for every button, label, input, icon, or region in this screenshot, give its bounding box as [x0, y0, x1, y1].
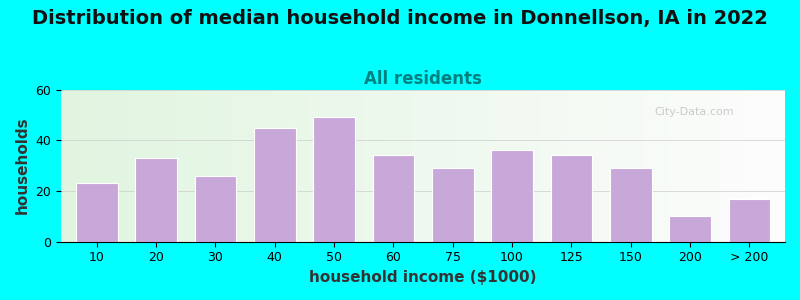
Bar [491, 150, 533, 242]
Title: All residents: All residents [364, 70, 482, 88]
Bar [373, 155, 414, 242]
Bar [729, 199, 770, 242]
Bar [610, 168, 651, 242]
Text: Distribution of median household income in Donnellson, IA in 2022: Distribution of median household income … [32, 9, 768, 28]
Bar [670, 216, 711, 242]
Text: City-Data.com: City-Data.com [654, 107, 734, 117]
Bar [135, 158, 177, 242]
Y-axis label: households: households [15, 117, 30, 214]
X-axis label: household income ($1000): household income ($1000) [310, 270, 537, 285]
Bar [314, 118, 355, 242]
Bar [254, 128, 295, 242]
Bar [76, 183, 118, 242]
Bar [550, 155, 592, 242]
Bar [432, 168, 474, 242]
Bar [194, 176, 236, 242]
